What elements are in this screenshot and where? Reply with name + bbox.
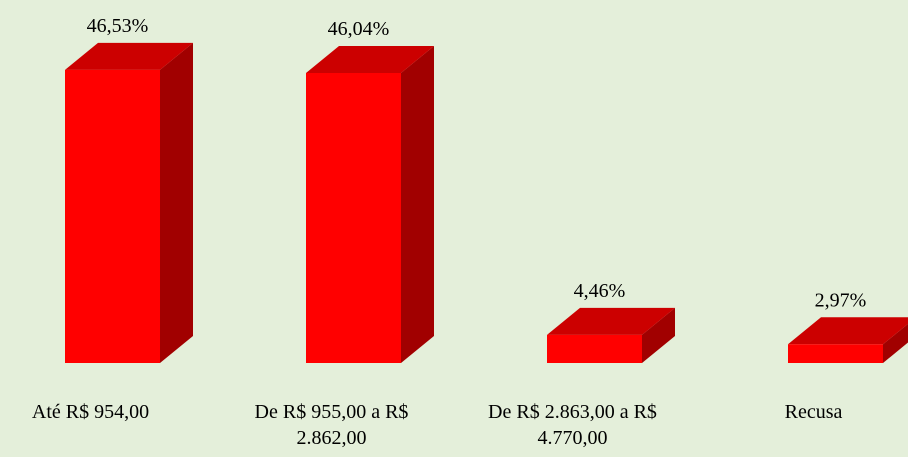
bar-side bbox=[642, 307, 675, 363]
value-label: 2,97% bbox=[815, 289, 867, 311]
x-tick-label: De R$ 955,00 a R$ 2.862,00 bbox=[254, 401, 409, 449]
bar-front bbox=[65, 69, 160, 364]
value-label: 46,04% bbox=[328, 18, 390, 40]
x-tick-label: Recusa bbox=[784, 401, 843, 423]
bar bbox=[547, 307, 675, 363]
bar-top bbox=[306, 45, 434, 73]
x-tick-label: Até R$ 954,00 bbox=[31, 401, 150, 423]
bar-top bbox=[547, 307, 675, 335]
bar-top bbox=[65, 42, 193, 70]
bar-front bbox=[547, 334, 642, 363]
bar bbox=[65, 42, 193, 364]
bar-front bbox=[306, 72, 401, 363]
bar-side bbox=[401, 45, 434, 364]
bar bbox=[306, 45, 434, 364]
value-label: 46,53% bbox=[87, 15, 149, 37]
value-label: 4,46% bbox=[574, 280, 626, 302]
bar-top bbox=[788, 317, 908, 345]
bar bbox=[788, 317, 908, 363]
bar-side bbox=[160, 42, 193, 364]
bar-front bbox=[788, 344, 883, 363]
bar-side bbox=[883, 323, 908, 363]
x-tick-label: De R$ 2.863,00 a R$ 4.770,00 bbox=[488, 401, 657, 449]
